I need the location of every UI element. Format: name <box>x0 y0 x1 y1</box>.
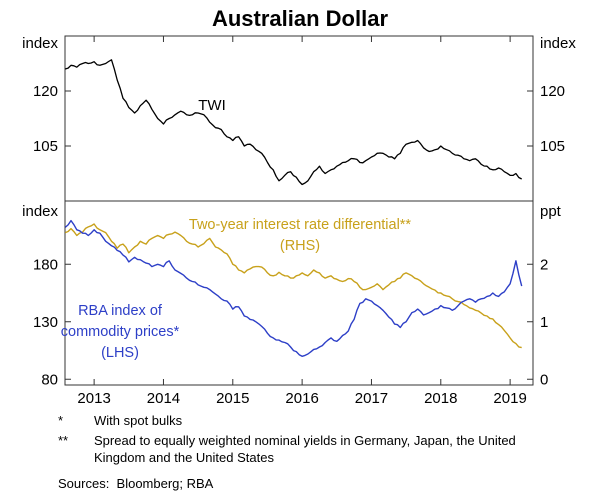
series-commodity-index <box>64 219 523 357</box>
footnote-row: ** Spread to equally weighted nominal yi… <box>58 433 560 467</box>
y-tick-label: 105 <box>33 138 58 155</box>
top-panel <box>65 59 522 186</box>
annotation-ratediff-1: Two-year interest rate differential** <box>189 217 412 233</box>
annotation-commodity-3: (LHS) <box>101 345 139 361</box>
footnote-text: With spot bulks <box>94 413 183 428</box>
annotation-commodity-1: RBA index of <box>78 303 163 319</box>
y-tick-label: 80 <box>41 371 58 388</box>
x-tick-label: 2013 <box>77 390 110 407</box>
footnotes: * With spot bulks ** Spread to equally w… <box>0 411 600 467</box>
y-tick-label: 130 <box>33 314 58 331</box>
x-tick-label: 2018 <box>424 390 457 407</box>
bottom-right-unit-label: ppt <box>540 203 562 220</box>
y-tick-label: 0 <box>540 371 548 388</box>
y-tick-label: 105 <box>540 138 565 155</box>
annotation-twi: TWI <box>198 97 226 114</box>
series-twi <box>65 59 522 186</box>
annotation-commodity-2: commodity prices* <box>61 324 180 340</box>
y-tick-label: 120 <box>540 83 565 100</box>
series-rate-differential <box>64 223 522 349</box>
y-tick-label: 2 <box>540 256 548 273</box>
bottom-left-unit-label: index <box>22 203 58 220</box>
footnote-marker: ** <box>58 432 69 448</box>
y-tick-label: 120 <box>33 83 58 100</box>
bottom-panel <box>64 219 523 357</box>
sources-line: Sources: Bloomberg; RBA <box>58 475 214 491</box>
x-tick-label: 2016 <box>285 390 318 407</box>
x-tick-label: 2015 <box>216 390 249 407</box>
x-tick-label: 2014 <box>147 390 180 407</box>
chart-svg: index index index ppt 105 105 120 120 80 130 180 0 1… <box>22 35 576 407</box>
chart-title: Australian Dollar <box>211 6 389 31</box>
chart-area: index index index ppt 105 105 120 120 80 130 180 0 1… <box>0 33 600 411</box>
footnote-row: * With spot bulks <box>58 413 560 430</box>
x-tick-label: 2017 <box>355 390 388 407</box>
annotation-ratediff-2: (RHS) <box>280 238 320 254</box>
y-tick-label: 180 <box>33 256 58 273</box>
x-tick-label: 2019 <box>493 390 526 407</box>
y-tick-label: 1 <box>540 314 548 331</box>
plot-border <box>64 35 534 386</box>
footnote-text: Spread to equally weighted nominal yield… <box>94 432 516 465</box>
top-right-unit-label: index <box>540 35 576 52</box>
top-left-unit-label: index <box>22 35 58 52</box>
footnote-marker: * <box>58 413 64 428</box>
